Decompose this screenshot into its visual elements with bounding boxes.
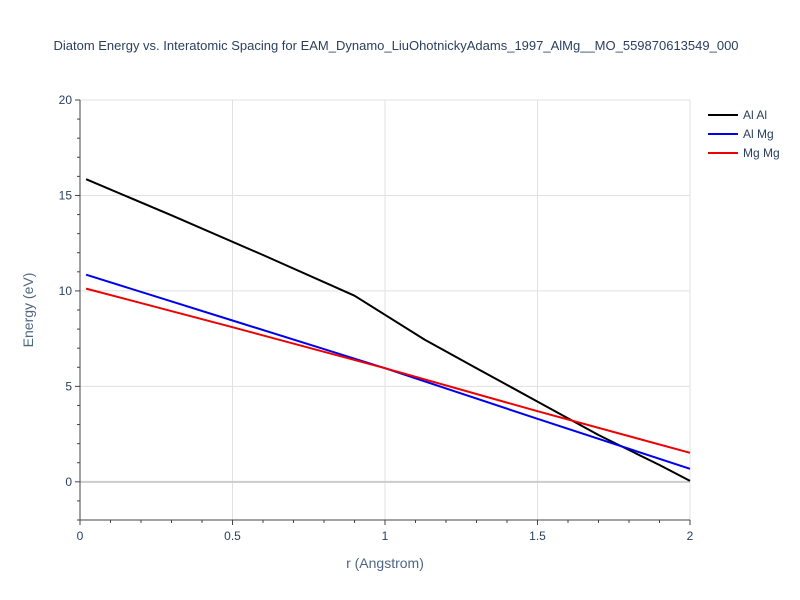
x-axis-title: r (Angstrom) xyxy=(346,555,424,571)
series-line-al-al xyxy=(85,178,691,482)
y-tick-label: 10 xyxy=(59,284,73,298)
y-tick-label: 0 xyxy=(65,475,72,489)
y-tick-label: 15 xyxy=(59,188,73,202)
x-tick-label: 2 xyxy=(687,529,694,543)
y-axis-title: Energy (eV) xyxy=(20,273,36,348)
chart-title: Diatom Energy vs. Interatomic Spacing fo… xyxy=(53,38,738,53)
y-tick-label: 20 xyxy=(59,93,73,107)
legend-label: Al Al xyxy=(743,108,767,122)
series-lines xyxy=(85,178,691,482)
series-line-al-mg xyxy=(85,273,691,470)
grid xyxy=(80,99,691,520)
x-tick-label: 0.5 xyxy=(224,529,241,543)
y-tick-label: 5 xyxy=(65,379,72,393)
x-tick-label: 0 xyxy=(77,529,84,543)
x-tick-label: 1.5 xyxy=(529,529,546,543)
series-line-mg-mg xyxy=(85,287,691,454)
legend-item-al-al[interactable]: Al Al xyxy=(708,108,767,122)
legend-item-mg-mg[interactable]: Mg Mg xyxy=(708,146,780,160)
legend-label: Al Mg xyxy=(743,127,774,141)
legend-item-al-mg[interactable]: Al Mg xyxy=(708,127,774,141)
x-tick-label: 1 xyxy=(382,529,389,543)
legend-label: Mg Mg xyxy=(743,146,780,160)
legend[interactable]: Al Al Al Mg Mg Mg xyxy=(708,108,780,160)
